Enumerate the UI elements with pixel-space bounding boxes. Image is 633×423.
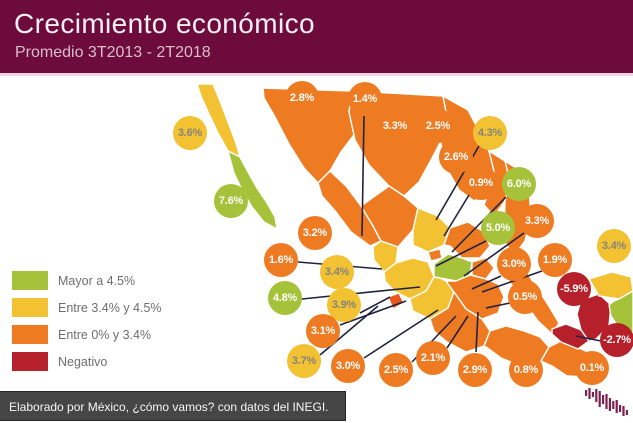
header: Crecimiento económico Promedio 3T2013 - … — [0, 0, 633, 76]
state-oaxaca — [483, 325, 550, 367]
legend-swatch-green — [12, 271, 48, 290]
callout-line — [471, 275, 502, 290]
legend-label: Entre 3.4% y 4.5% — [58, 300, 162, 315]
callout-line — [475, 311, 479, 353]
legend-label: Negativo — [58, 354, 108, 369]
waveform-bar — [588, 388, 591, 399]
callout-line — [301, 286, 421, 300]
state-colima — [387, 292, 405, 310]
waveform-bar — [595, 389, 598, 402]
callout-line — [361, 115, 365, 237]
waveform-bar — [622, 406, 625, 416]
state-tamaulipas — [503, 160, 532, 257]
state-baja-california — [196, 83, 241, 158]
state-zacatecas — [412, 207, 451, 253]
waveform-bars-icon — [585, 388, 628, 416]
waveform-bar — [625, 410, 628, 415]
page-subtitle: Promedio 3T2013 - 2T2018 — [15, 44, 211, 61]
mexico-como-vamos-logo — [585, 388, 628, 416]
state-hidalgo — [471, 257, 495, 280]
callout-line — [297, 261, 383, 270]
callout-line — [339, 300, 407, 326]
legend-swatch-red — [12, 352, 48, 371]
source-text: Elaborado por México, ¿cómo vamos? con d… — [9, 400, 329, 414]
legend-item-entre-34-45: Entre 3.4% y 4.5% — [12, 298, 162, 317]
waveform-bar — [598, 391, 601, 407]
callout-line — [319, 305, 379, 356]
state-san-luis-potosi — [443, 221, 491, 259]
callout-line — [575, 335, 602, 342]
waveform-bar — [608, 398, 611, 411]
legend: Mayor a 4.5% Entre 3.4% y 4.5% Entre 0% … — [12, 271, 162, 379]
callout-line — [443, 194, 470, 237]
page-title: Crecimiento económico — [14, 8, 315, 39]
state-veracruz — [498, 247, 560, 335]
waveform-bar — [612, 401, 615, 409]
legend-item-negativo: Negativo — [12, 352, 162, 371]
waveform-bar — [591, 392, 594, 397]
source-bar: Elaborado por México, ¿cómo vamos? con d… — [0, 391, 346, 421]
legend-item-entre-0-34: Entre 0% y 3.4% — [12, 325, 162, 344]
state-coahuila — [440, 95, 495, 202]
waveform-bar — [605, 394, 608, 409]
callout-line — [451, 196, 507, 253]
waveform-bar — [602, 395, 605, 404]
legend-label: Mayor a 4.5% — [58, 273, 136, 288]
state-baja-california-sur — [227, 150, 278, 230]
legend-swatch-yellow — [12, 298, 48, 317]
callout-line — [363, 309, 439, 359]
waveform-bar — [619, 405, 622, 412]
callout-line — [485, 302, 511, 309]
waveform-bar — [615, 400, 618, 413]
callout-line — [446, 315, 469, 349]
legend-label: Entre 0% y 3.4% — [58, 327, 152, 342]
state-sonora — [262, 87, 357, 184]
callout-line — [435, 240, 487, 267]
state-yucatan — [588, 271, 633, 300]
legend-swatch-orange — [12, 325, 48, 344]
waveform-bar — [585, 390, 588, 396]
state-tabasco — [551, 323, 590, 350]
callout-line — [359, 296, 391, 314]
legend-item-mayor: Mayor a 4.5% — [12, 271, 162, 290]
